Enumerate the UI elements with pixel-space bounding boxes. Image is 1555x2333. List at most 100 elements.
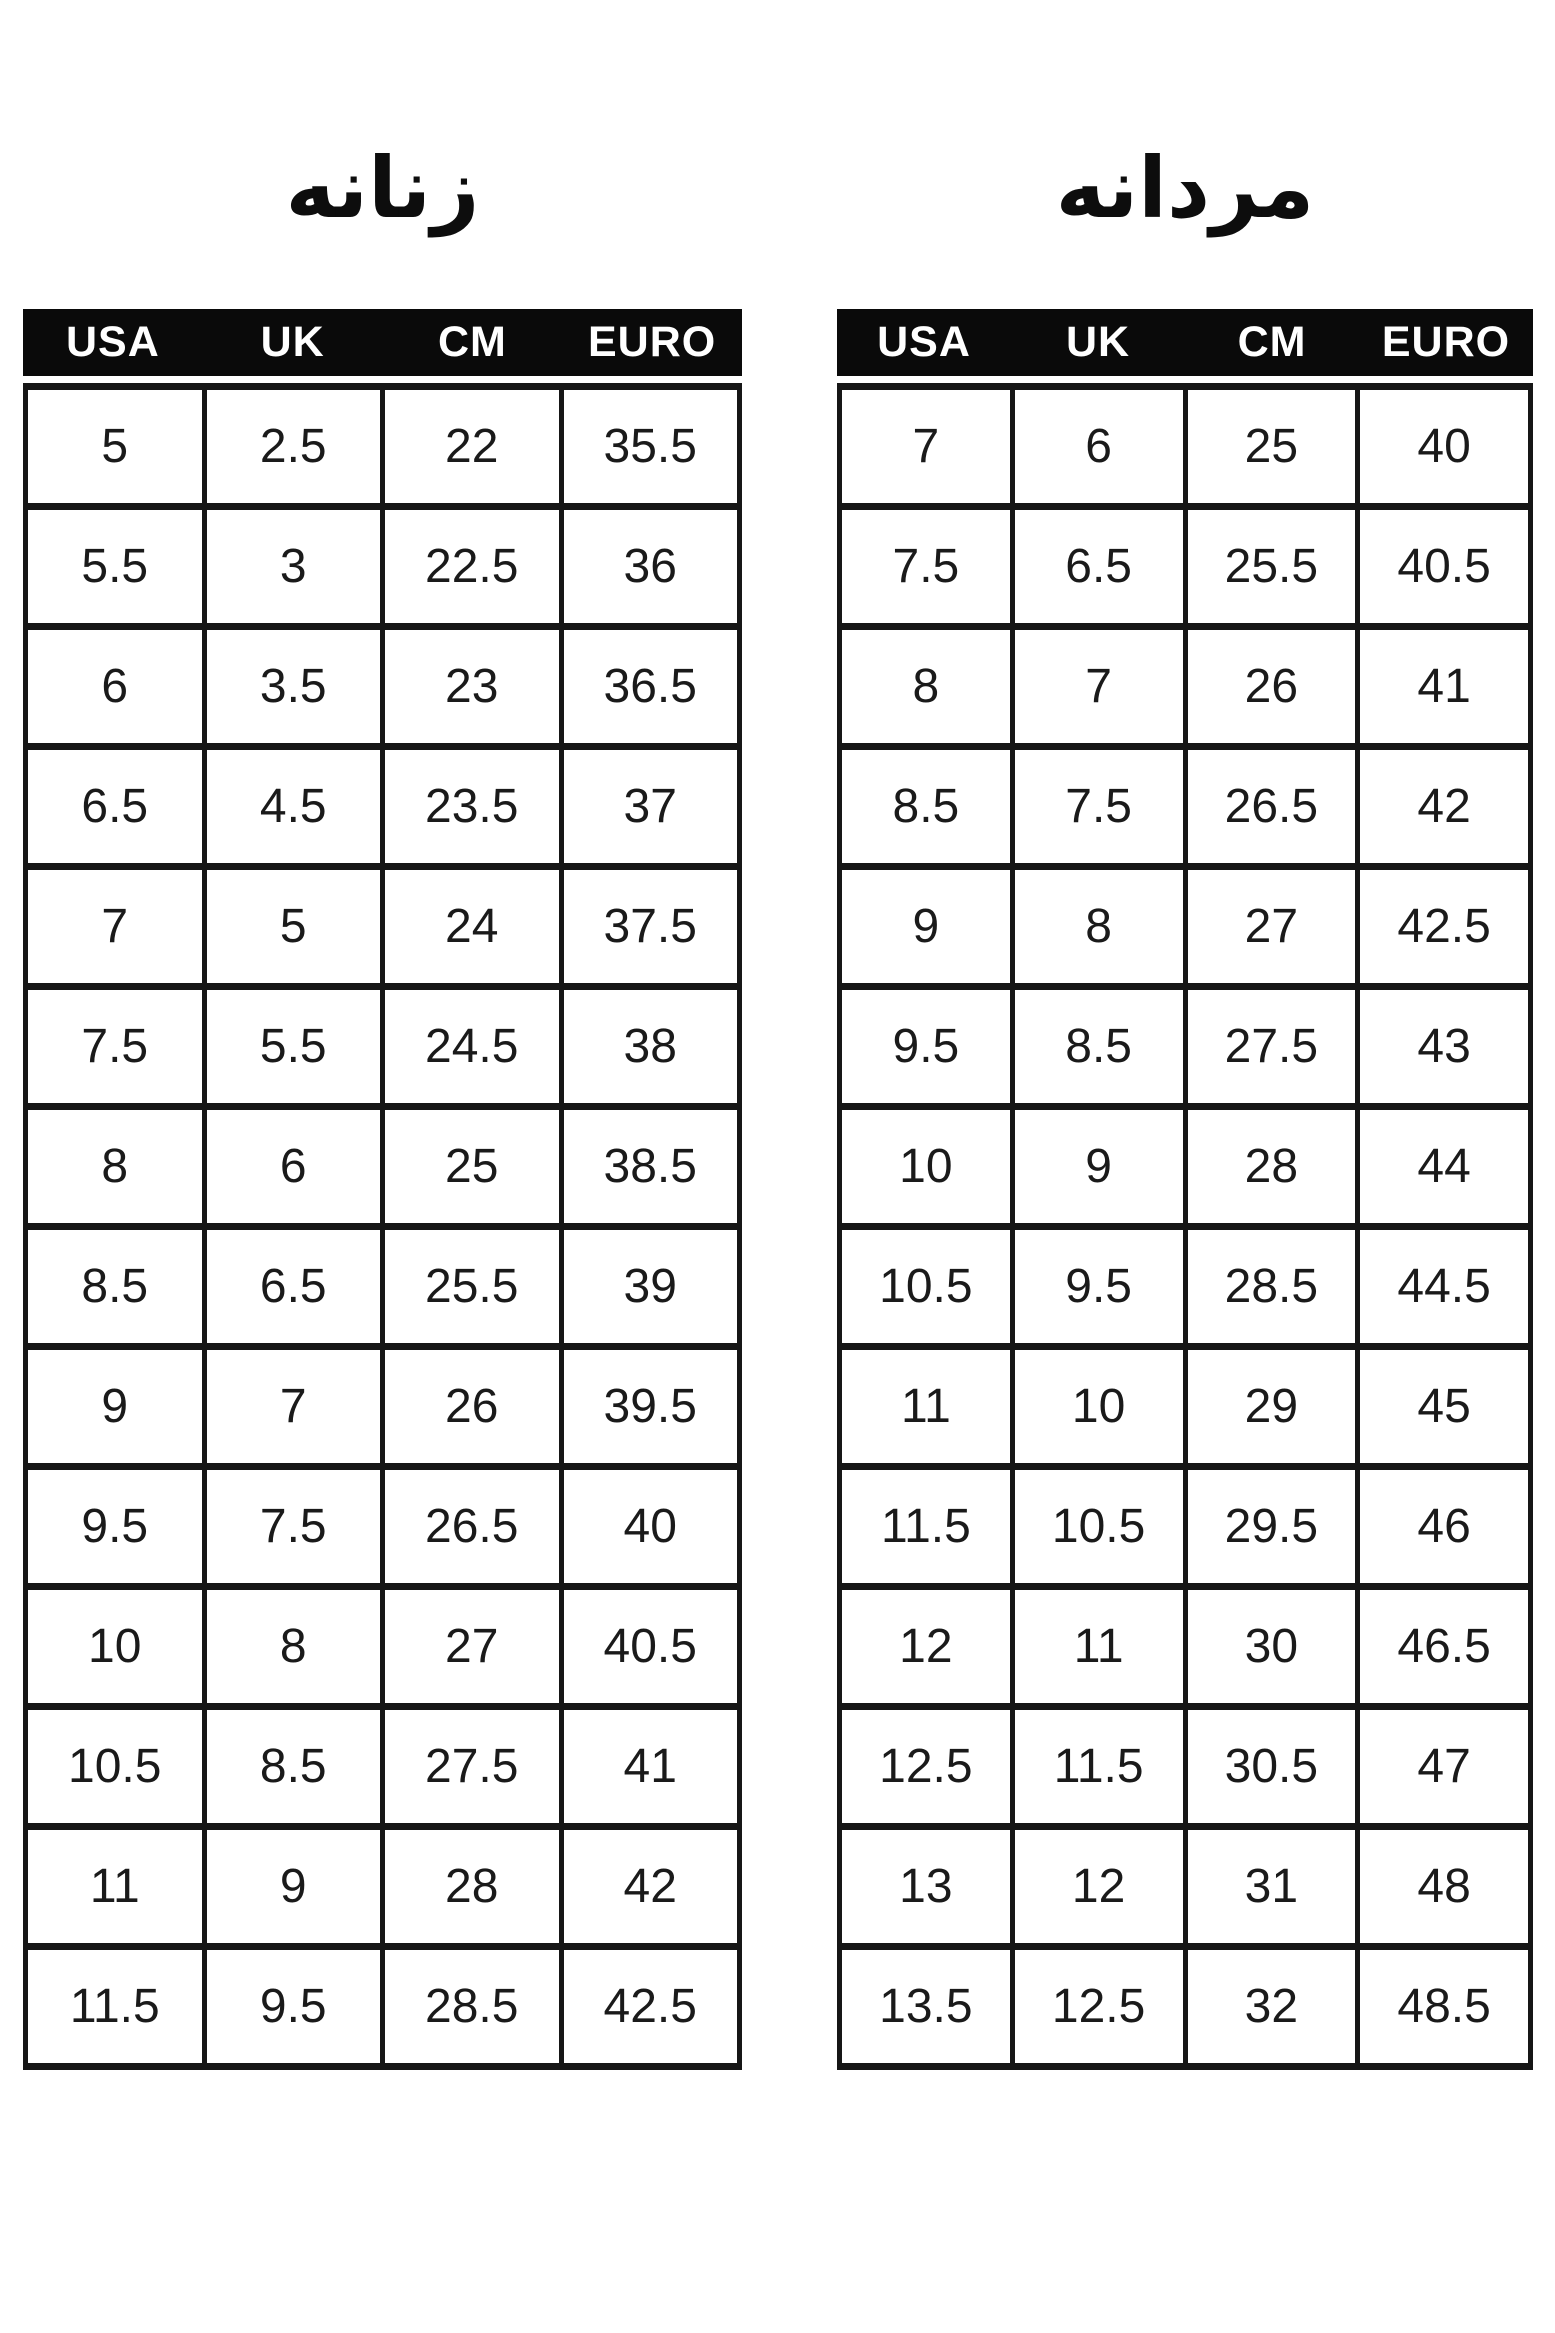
size-cell: 32 — [1182, 1943, 1361, 2070]
size-cell: 8.5 — [1009, 983, 1188, 1110]
size-cell: 7 — [1009, 623, 1188, 750]
size-cell: 10.5 — [23, 1703, 207, 1830]
size-cell: 24.5 — [380, 983, 564, 1110]
size-cell: 8 — [23, 1103, 207, 1230]
column-header-uk: UK — [1065, 318, 1131, 366]
size-cell: 25 — [380, 1103, 564, 1230]
table-row: 10 8 27 40.5 — [23, 1583, 742, 1710]
size-cell: 28 — [380, 1823, 564, 1950]
size-cell: 29 — [1182, 1343, 1361, 1470]
size-cell: 4.5 — [201, 743, 385, 870]
size-cell: 12 — [1009, 1823, 1188, 1950]
table-row: 6.5 4.5 23.5 37 — [23, 743, 742, 870]
size-cell: 9.5 — [1009, 1223, 1188, 1350]
size-cell: 28 — [1182, 1103, 1361, 1230]
size-cell: 7.5 — [23, 983, 207, 1110]
size-cell: 7.5 — [201, 1463, 385, 1590]
size-cell: 29.5 — [1182, 1463, 1361, 1590]
size-cell: 25.5 — [1182, 503, 1361, 630]
table-row: 10 9 28 44 — [837, 1103, 1533, 1230]
size-cell: 10.5 — [1009, 1463, 1188, 1590]
column-header-uk: UK — [260, 318, 325, 366]
column-header-euro: EURO — [588, 318, 717, 366]
size-cell: 35.5 — [558, 383, 742, 510]
women-chart-title: زنانه — [285, 139, 480, 237]
size-cell: 11 — [1009, 1583, 1188, 1710]
size-cell: 6.5 — [23, 743, 207, 870]
size-cell: 23 — [380, 623, 564, 750]
size-cell: 10.5 — [837, 1223, 1015, 1350]
size-cell: 48 — [1355, 1823, 1533, 1950]
column-header-usa: USA — [65, 318, 160, 366]
column-header-usa: USA — [877, 318, 971, 366]
column-header-cm: CM — [437, 318, 507, 366]
size-cell: 6 — [23, 623, 207, 750]
table-row: 13.5 12.5 32 48.5 — [837, 1943, 1533, 2070]
size-cell: 36.5 — [558, 623, 742, 750]
size-cell: 40.5 — [558, 1583, 742, 1710]
table-row: 9.5 8.5 27.5 43 — [837, 983, 1533, 1110]
size-cell: 8 — [1009, 863, 1188, 990]
table-row: 5 2.5 22 35.5 — [23, 383, 742, 510]
size-cell: 8.5 — [201, 1703, 385, 1830]
table-row: 11.5 10.5 29.5 46 — [837, 1463, 1533, 1590]
size-cell: 24 — [380, 863, 564, 990]
size-cell: 26 — [380, 1343, 564, 1470]
size-cell: 40 — [558, 1463, 742, 1590]
table-row: 9.5 7.5 26.5 40 — [23, 1463, 742, 1590]
size-cell: 44.5 — [1355, 1223, 1533, 1350]
size-cell: 42 — [1355, 743, 1533, 870]
size-cell: 7 — [201, 1343, 385, 1470]
size-cell: 41 — [1355, 623, 1533, 750]
table-row: 7.5 5.5 24.5 38 — [23, 983, 742, 1110]
size-cell: 3.5 — [201, 623, 385, 750]
table-row: 11.5 9.5 28.5 42.5 — [23, 1943, 742, 2070]
size-cell: 12.5 — [837, 1703, 1015, 1830]
men-size-table: 7 6 25 40 7.5 6.5 25.5 40.5 8 7 26 41 8.5 7.5 26.5 42 9 8… — [837, 383, 1533, 2070]
size-cell: 27.5 — [380, 1703, 564, 1830]
table-row: 8 7 26 41 — [837, 623, 1533, 750]
size-cell: 8.5 — [23, 1223, 207, 1350]
size-cell: 6.5 — [201, 1223, 385, 1350]
size-cell: 6 — [1009, 383, 1188, 510]
size-cell: 37.5 — [558, 863, 742, 990]
size-cell: 42.5 — [558, 1943, 742, 2070]
size-cell: 8 — [837, 623, 1015, 750]
size-cell: 13.5 — [837, 1943, 1015, 2070]
size-cell: 11.5 — [837, 1463, 1015, 1590]
size-cell: 44 — [1355, 1103, 1533, 1230]
size-cell: 8.5 — [837, 743, 1015, 870]
table-row: 11 9 28 42 — [23, 1823, 742, 1950]
table-row: 11 10 29 45 — [837, 1343, 1533, 1470]
size-cell: 38 — [558, 983, 742, 1110]
table-row: 8.5 6.5 25.5 39 — [23, 1223, 742, 1350]
size-cell: 22 — [380, 383, 564, 510]
size-cell: 7.5 — [1009, 743, 1188, 870]
women-size-chart: زنانه USA UK CM EURO 5 2.5 22 35.5 5.5 3 22.5 36 6 3… — [23, 0, 742, 2333]
size-cell: 27 — [1182, 863, 1361, 990]
size-cell: 41 — [558, 1703, 742, 1830]
size-cell: 30 — [1182, 1583, 1361, 1710]
size-cell: 9 — [1009, 1103, 1188, 1230]
size-cell: 10 — [23, 1583, 207, 1710]
table-row: 7.5 6.5 25.5 40.5 — [837, 503, 1533, 630]
size-cell: 30.5 — [1182, 1703, 1361, 1830]
size-cell: 9.5 — [201, 1943, 385, 2070]
table-row: 5.5 3 22.5 36 — [23, 503, 742, 630]
size-cell: 8 — [201, 1583, 385, 1710]
size-cell: 46.5 — [1355, 1583, 1533, 1710]
size-cell: 37 — [558, 743, 742, 870]
size-cell: 28.5 — [380, 1943, 564, 2070]
size-cell: 25.5 — [380, 1223, 564, 1350]
size-cell: 6 — [201, 1103, 385, 1230]
table-row: 9 7 26 39.5 — [23, 1343, 742, 1470]
size-cell: 40 — [1355, 383, 1533, 510]
size-cell: 43 — [1355, 983, 1533, 1110]
size-cell: 26.5 — [1182, 743, 1361, 870]
size-cell: 47 — [1355, 1703, 1533, 1830]
table-row: 6 3.5 23 36.5 — [23, 623, 742, 750]
table-row: 7 6 25 40 — [837, 383, 1533, 510]
size-cell: 11.5 — [23, 1943, 207, 2070]
size-cell: 12 — [837, 1583, 1015, 1710]
